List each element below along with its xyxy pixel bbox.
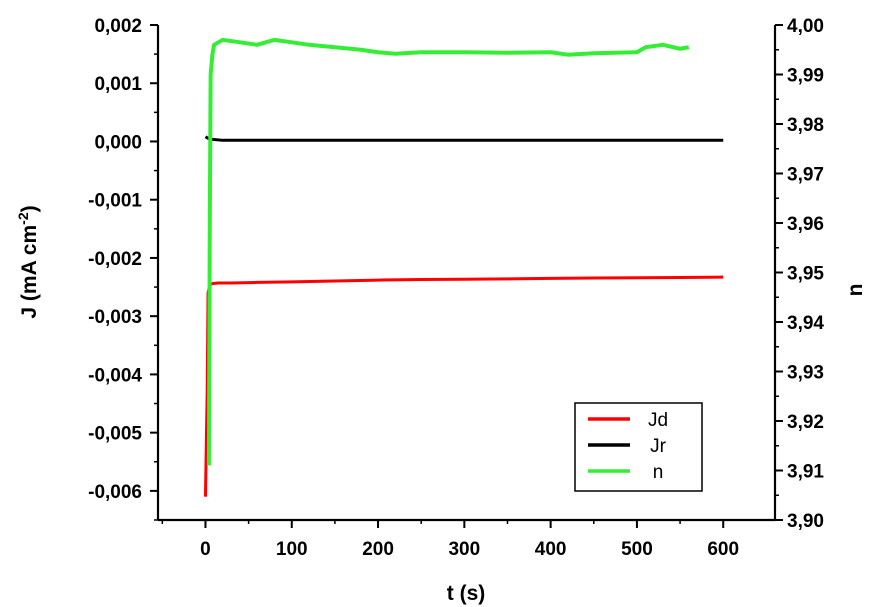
y-left-tick-label: -0,005 bbox=[88, 424, 142, 445]
x-tick-label: 400 bbox=[535, 539, 567, 560]
series-line-Jr bbox=[204, 135, 724, 142]
y-axis-left-title-main: J (mA cm bbox=[18, 225, 41, 319]
x-ticks: 0 100 200 300 400 500 600 bbox=[161, 520, 739, 560]
x-tick-label: 0 bbox=[200, 539, 211, 560]
y-right-tick-label: 3,91 bbox=[787, 462, 824, 483]
y-left-tick-label: -0,006 bbox=[88, 482, 142, 503]
y-left-tick-label: 0,001 bbox=[94, 74, 142, 95]
x-tick-label: 300 bbox=[448, 539, 480, 560]
y-right-ticks: 4,00 3,99 3,98 3,97 3,96 3,95 3,94 3,93 3,92 3,91… bbox=[775, 16, 824, 532]
y-right-tick-label: 3,92 bbox=[787, 412, 824, 433]
y-right-tick-label: 3,98 bbox=[787, 115, 824, 136]
y-left-tick-label: -0,004 bbox=[88, 365, 142, 386]
series-line-n bbox=[206, 37, 690, 466]
y-axis-left-title-close: ) bbox=[18, 205, 41, 212]
y-left-tick-label: 0,002 bbox=[94, 16, 142, 37]
y-right-tick-label: 3,97 bbox=[787, 165, 824, 186]
y-left-ticks: 0,002 0,001 0,000 -0,001 -0,002 -0,003 -0,004 -… bbox=[88, 16, 158, 521]
x-tick-label: 500 bbox=[621, 539, 653, 560]
y-right-tick-label: 3,96 bbox=[787, 214, 824, 235]
legend-label-n: n bbox=[653, 462, 664, 483]
y-right-tick-label: 3,94 bbox=[787, 313, 824, 334]
y-right-tick-label: 4,00 bbox=[787, 16, 824, 37]
y-right-tick-label: 3,99 bbox=[787, 66, 824, 87]
y-axis-right-title: n bbox=[844, 284, 867, 297]
x-tick-label: 600 bbox=[707, 539, 739, 560]
y-left-tick-label: 0,000 bbox=[94, 132, 142, 153]
x-tick-label: 100 bbox=[276, 539, 308, 560]
legend: Jd Jr n bbox=[574, 402, 703, 492]
y-right-tick-label: 3,95 bbox=[787, 264, 824, 285]
y-axis-left-title: J (mA cm-2) bbox=[15, 205, 41, 318]
y-right-tick-label: 3,90 bbox=[787, 511, 824, 532]
legend-label-Jr: Jr bbox=[650, 436, 667, 457]
legend-label-Jd: Jd bbox=[648, 410, 668, 431]
y-axis-left-title-sup: -2 bbox=[15, 212, 31, 225]
y-left-tick-label: -0,001 bbox=[88, 191, 142, 212]
x-tick-label: 200 bbox=[362, 539, 394, 560]
y-right-tick-label: 3,93 bbox=[787, 363, 824, 384]
x-axis-title: t (s) bbox=[447, 582, 486, 605]
y-left-tick-label: -0,003 bbox=[88, 307, 142, 328]
legend-box bbox=[574, 402, 703, 492]
series-layer bbox=[203, 37, 724, 497]
y-left-tick-label: -0,002 bbox=[88, 249, 142, 270]
